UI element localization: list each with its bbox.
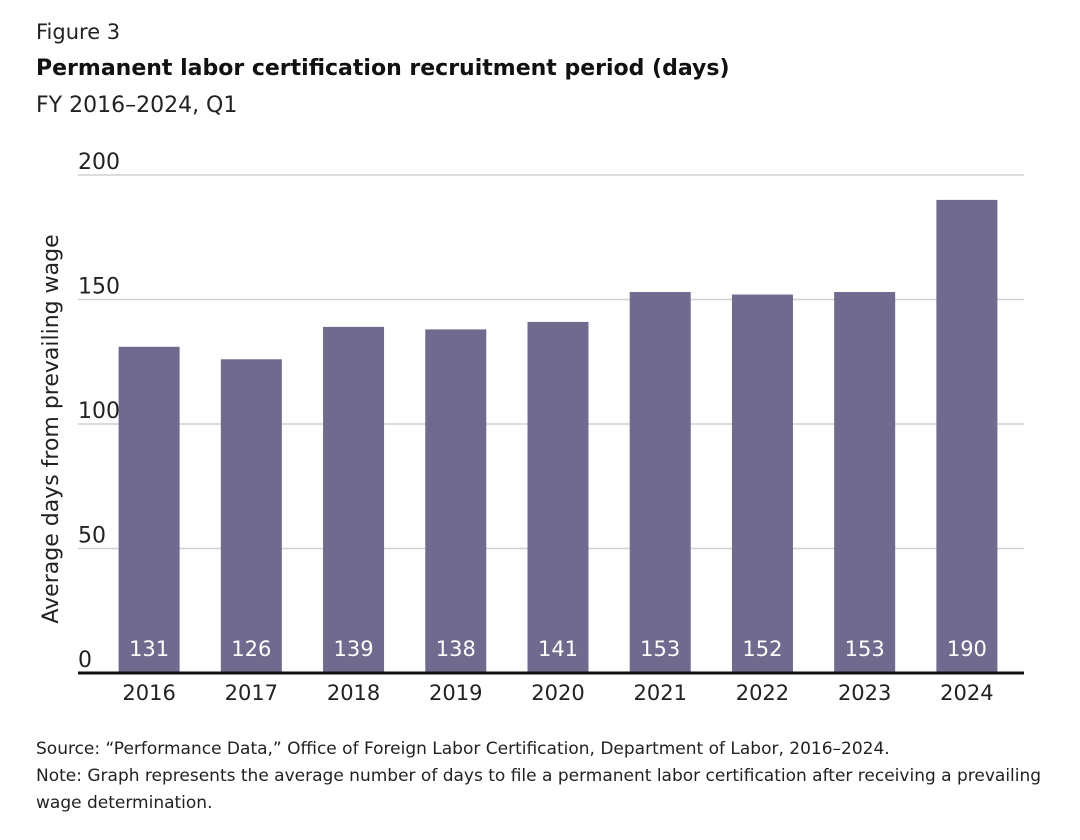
- source-notes: Source: “Performance Data,” Office of Fo…: [36, 736, 1046, 817]
- bar-2016: [118, 346, 180, 673]
- x-tick-label: 2016: [122, 681, 175, 705]
- x-tick-label: 2017: [225, 681, 278, 705]
- bars: 131 126 139 138 141 153 152 153 190: [118, 199, 998, 673]
- y-tick-label: 0: [78, 648, 92, 673]
- note-text: Note: Graph represents the average numbe…: [36, 766, 1042, 813]
- bar-2021: [629, 292, 691, 673]
- x-tick-label: 2023: [838, 681, 891, 705]
- bar-value-label: 190: [947, 637, 987, 661]
- bar-value-label: 126: [231, 637, 271, 661]
- x-tick-label: 2018: [327, 681, 380, 705]
- x-tick-label: 2024: [940, 681, 993, 705]
- y-tick-label: 100: [78, 399, 120, 424]
- chart-title: Permanent labor certification recruitmen…: [36, 56, 730, 81]
- bar-2024: [936, 199, 998, 673]
- x-tick-label: 2022: [736, 681, 789, 705]
- bar-value-label: 131: [129, 637, 169, 661]
- y-tick-label: 50: [78, 524, 106, 549]
- y-tick-label: 150: [78, 275, 120, 300]
- bar-2018: [323, 326, 385, 673]
- x-tick-label: 2021: [633, 681, 686, 705]
- y-axis-label: Average days from prevailing wage: [39, 234, 64, 623]
- chart-subtitle: FY 2016–2024, Q1: [36, 93, 238, 118]
- bar-2023: [834, 292, 896, 673]
- bar-2020: [527, 321, 589, 673]
- bar-value-label: 152: [742, 637, 782, 661]
- bar-chart: 131 126 139 138 141 153 152 153 190 0 50 100 150 200…: [39, 150, 1024, 705]
- bar-value-label: 153: [845, 637, 885, 661]
- bar-2019: [425, 329, 487, 673]
- source-text: Source: “Performance Data,” Office of Fo…: [36, 739, 890, 759]
- bar-value-label: 139: [334, 637, 374, 661]
- x-tick-label: 2020: [531, 681, 584, 705]
- bar-2017: [220, 359, 282, 673]
- bar-value-label: 138: [436, 637, 476, 661]
- bar-value-label: 153: [640, 637, 680, 661]
- y-tick-label: 200: [78, 150, 120, 175]
- axes: 0 50 100 150 200 2016 2017 2018 2019 2020 2021 2022…: [78, 150, 1024, 705]
- x-tick-label: 2019: [429, 681, 482, 705]
- figure-label: Figure 3: [36, 20, 121, 44]
- bar-value-label: 141: [538, 637, 578, 661]
- bar-2022: [731, 294, 793, 673]
